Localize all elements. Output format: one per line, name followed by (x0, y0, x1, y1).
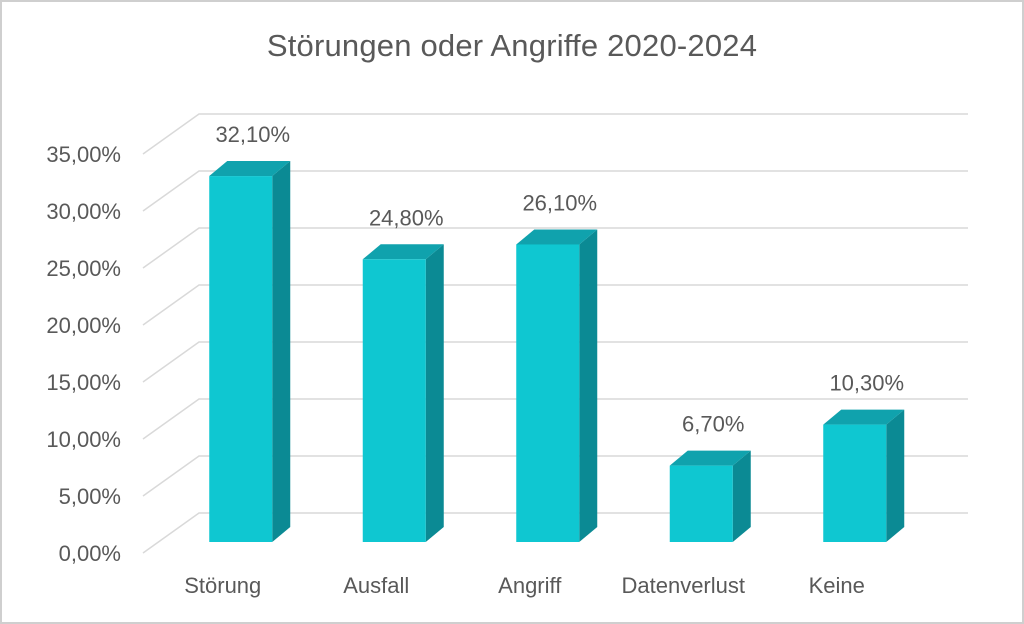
gridline (142, 398, 968, 440)
y-axis-tick-label: 30,00% (46, 199, 121, 224)
y-axis-tick-label: 25,00% (46, 256, 121, 281)
bar-front-face (516, 244, 580, 542)
bar-keine (823, 409, 905, 542)
bar-front-face (209, 176, 273, 542)
gridline (142, 113, 968, 155)
bar-data-label: 6,70% (682, 412, 744, 437)
bar-front-face (669, 465, 733, 542)
bar-top-face (516, 229, 598, 245)
bar-side-face (579, 229, 598, 542)
bar-front-face (823, 424, 887, 542)
gridlines (142, 113, 968, 554)
y-axis-tick-label: 35,00% (46, 142, 121, 167)
y-axis-tick-label: 5,00% (59, 484, 121, 509)
bar-front-face (362, 259, 426, 542)
bar-st-rung (209, 161, 291, 542)
x-axis-category-label: Störung (184, 573, 261, 598)
bar-top-face (823, 409, 905, 425)
bar-top-face (669, 450, 751, 466)
gridline (142, 170, 968, 212)
y-axis-tick-label: 0,00% (59, 541, 121, 566)
bar-data-label: 32,10% (215, 122, 290, 147)
x-axis-category-label: Datenverlust (621, 573, 745, 598)
chart-title: Störungen oder Angriffe 2020-2024 (266, 28, 758, 63)
y-axis-tick-label: 10,00% (46, 427, 121, 452)
x-axis-category-label: Ausfall (343, 573, 409, 598)
bar-top-face (209, 161, 291, 177)
bar-data-label: 10,30% (829, 371, 904, 396)
bar-datenverlust (669, 450, 751, 542)
gridline (142, 227, 968, 269)
y-axis-tick-label: 15,00% (46, 370, 121, 395)
bar-data-label: 24,80% (369, 205, 444, 230)
bar-ausfall (362, 244, 444, 542)
y-axis-tick-label: 20,00% (46, 313, 121, 338)
gridline (142, 284, 968, 326)
bar-top-face (362, 244, 444, 260)
x-axis-category-label: Keine (809, 573, 865, 598)
bar-side-face (425, 244, 444, 542)
bar-side-face (732, 450, 751, 542)
bar-side-face (886, 409, 905, 542)
x-axis-category-label: Angriff (498, 573, 562, 598)
bar-side-face (272, 161, 291, 542)
y-axis-tick-labels: 0,00% 5,00% 10,00% 15,00% 20,00% 25,00% 30,00%… (46, 142, 121, 566)
bar-data-label: 26,10% (522, 190, 597, 215)
gridline (142, 341, 968, 383)
bar-angriff (516, 229, 598, 542)
